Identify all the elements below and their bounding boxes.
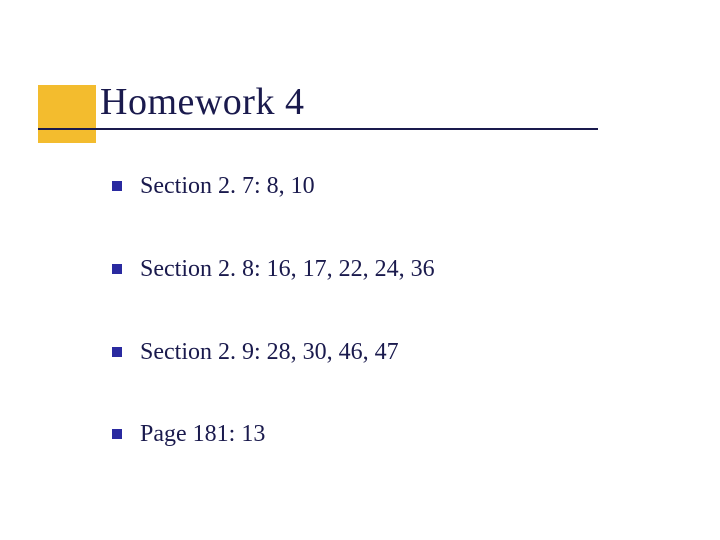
list-item-text: Page 181: 13	[140, 420, 265, 449]
list-item: Section 2. 7: 8, 10	[112, 172, 435, 201]
list-item-text: Section 2. 7: 8, 10	[140, 172, 315, 201]
list-item: Page 181: 13	[112, 420, 435, 449]
title-wrap: Homework 4	[100, 80, 304, 124]
accent-block	[38, 85, 96, 143]
square-bullet-icon	[112, 181, 122, 191]
square-bullet-icon	[112, 429, 122, 439]
list-item: Section 2. 8: 16, 17, 22, 24, 36	[112, 255, 435, 284]
square-bullet-icon	[112, 264, 122, 274]
list-item-text: Section 2. 8: 16, 17, 22, 24, 36	[140, 255, 435, 284]
list-item: Section 2. 9: 28, 30, 46, 47	[112, 338, 435, 367]
page-title: Homework 4	[100, 80, 304, 124]
list-container: Section 2. 7: 8, 10 Section 2. 8: 16, 17…	[112, 172, 435, 503]
title-underline	[38, 128, 598, 130]
square-bullet-icon	[112, 347, 122, 357]
list-item-text: Section 2. 9: 28, 30, 46, 47	[140, 338, 399, 367]
